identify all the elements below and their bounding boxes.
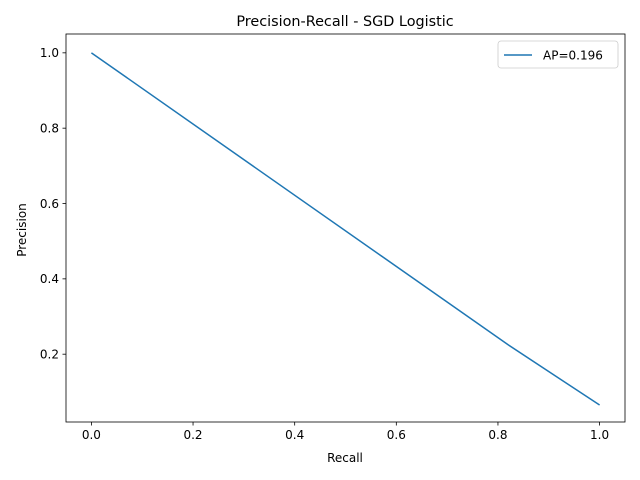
plot-area <box>90 52 601 406</box>
y-tick-label: 0.4 <box>40 272 59 286</box>
series-line-0 <box>90 52 601 406</box>
x-axis-label: Recall <box>327 451 363 465</box>
x-tick-label: 0.2 <box>183 428 202 442</box>
chart-title: Precision-Recall - SGD Logistic <box>236 14 453 30</box>
y-axis-label: Precision <box>15 203 29 257</box>
y-tick-label: 0.2 <box>40 347 59 361</box>
legend-box <box>497 40 619 69</box>
x-tick-label: 0.6 <box>387 428 406 442</box>
axes-frame <box>65 33 626 423</box>
y-tick-label: 0.8 <box>40 121 59 135</box>
x-tick-label: 0.8 <box>488 428 507 442</box>
x-tick-label: 0.4 <box>285 428 304 442</box>
x-axis: 0.0 0.2 0.4 0.6 0.8 1.0 <box>82 422 609 442</box>
y-tick-label: 1.0 <box>40 46 59 60</box>
legend-label: AP=0.196 <box>543 48 603 62</box>
legend: AP=0.196 <box>497 40 619 69</box>
y-tick-label: 0.6 <box>40 197 59 211</box>
x-tick-label: 0.0 <box>82 428 101 442</box>
y-axis: 0.2 0.4 0.6 0.8 1.0 <box>40 46 66 361</box>
x-tick-label: 1.0 <box>590 428 609 442</box>
